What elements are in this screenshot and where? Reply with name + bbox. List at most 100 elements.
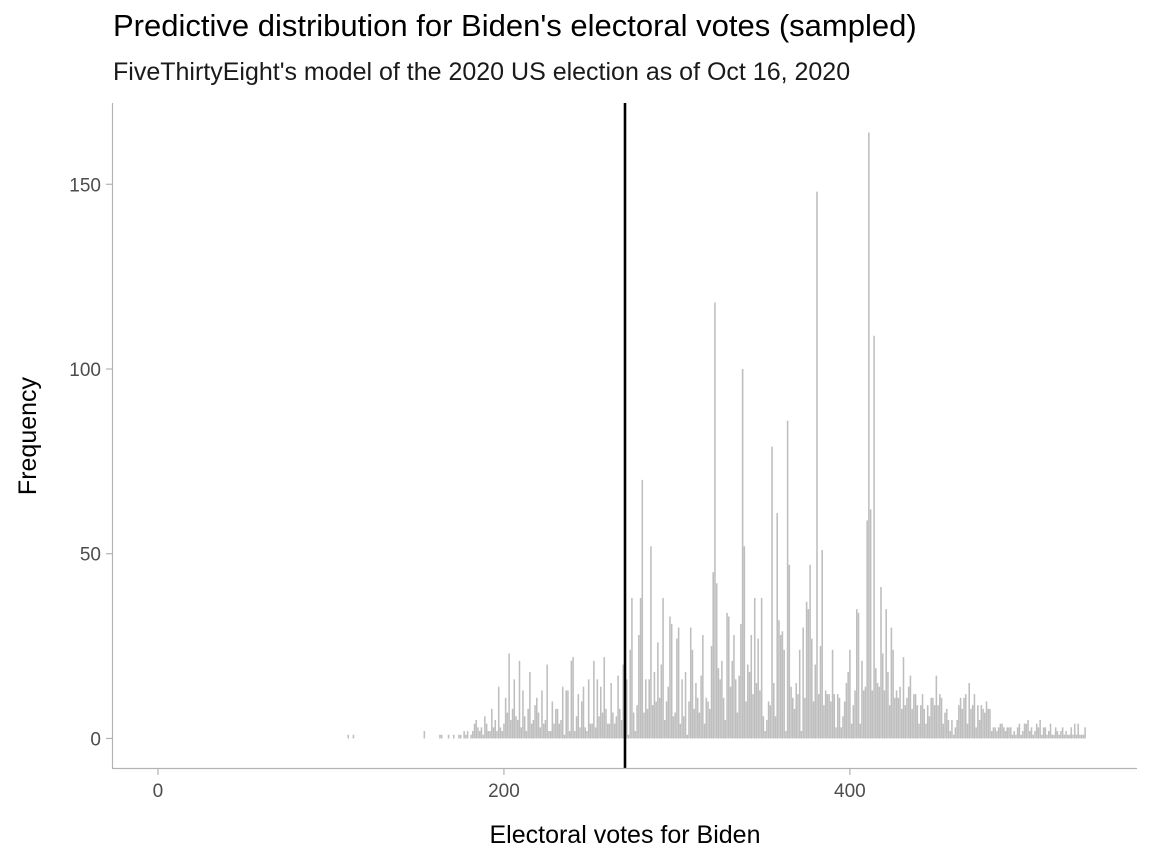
histogram-bar (785, 731, 787, 739)
histogram-bar (660, 664, 663, 739)
histogram-bar (764, 731, 766, 739)
histogram-bar (835, 727, 837, 739)
histogram-bar (982, 708, 984, 739)
histogram-bar (973, 694, 976, 739)
histogram-bar (594, 727, 597, 739)
histogram-bar (480, 727, 483, 739)
histogram-bar (734, 679, 737, 739)
histogram-bar (847, 671, 849, 739)
histogram-bar (1060, 731, 1062, 739)
histogram-bar (843, 701, 846, 739)
histogram-bar (596, 679, 599, 739)
histogram-bar (629, 649, 631, 739)
histogram-bar (887, 671, 889, 739)
histogram-bar (788, 564, 791, 739)
histogram-bar (1003, 727, 1005, 739)
histogram-bar (966, 723, 969, 739)
histogram-bar (570, 660, 573, 739)
histogram-bar (959, 697, 962, 739)
histogram-bar (489, 731, 491, 739)
histogram-bar (644, 679, 647, 739)
histogram-bar (1027, 719, 1029, 739)
histogram-bar (990, 731, 993, 739)
histogram-bar (842, 716, 844, 739)
histogram-bar (459, 734, 462, 739)
histogram-bar (608, 723, 611, 739)
histogram-bar (952, 734, 955, 739)
histogram-bar (1054, 727, 1057, 739)
histogram-bar (1079, 734, 1081, 739)
histogram-bar (909, 675, 912, 739)
histogram-bar (715, 583, 718, 739)
histogram-bar (565, 690, 567, 739)
histogram-bar (669, 616, 671, 739)
histogram-bar (347, 734, 350, 739)
histogram-bar (1082, 734, 1085, 739)
histogram-bar (605, 708, 607, 739)
histogram-bar (864, 686, 867, 739)
histogram-bar (522, 690, 524, 739)
histogram-bar (606, 723, 609, 739)
histogram-bar (625, 679, 628, 739)
histogram-bar (940, 697, 943, 739)
bars-layer (347, 132, 1086, 739)
histogram-bar (555, 708, 557, 739)
histogram-bar (729, 686, 732, 739)
histogram-bar (814, 664, 817, 739)
histogram-bar (684, 671, 687, 739)
histogram-bar (1013, 731, 1015, 739)
histogram-bar (465, 734, 467, 739)
histogram-bar (1067, 734, 1069, 739)
histogram-bar (828, 694, 830, 739)
histogram-bar (544, 719, 547, 739)
histogram-bar (579, 727, 581, 739)
histogram-bar (518, 660, 521, 739)
histogram-bar (1020, 734, 1022, 739)
histogram-bar (958, 705, 960, 739)
histogram-bar (1016, 727, 1019, 739)
histogram-bar (932, 697, 934, 739)
histogram-bar (560, 719, 562, 739)
histogram-bar (792, 697, 794, 739)
histogram-bar (980, 705, 983, 739)
histogram-bar (824, 690, 827, 739)
histogram-bar (1032, 734, 1034, 739)
histogram-bar (520, 727, 522, 739)
histogram-bar (1028, 731, 1031, 739)
histogram-bar (914, 694, 917, 739)
histogram-bar (807, 609, 810, 739)
histogram-bar (894, 697, 896, 739)
histogram-bar (708, 708, 711, 739)
histogram-bar (603, 657, 606, 739)
histogram-bar (987, 708, 990, 739)
histogram-bar (551, 701, 554, 739)
histogram-bar (1001, 723, 1003, 739)
histogram-bar (577, 694, 580, 739)
x-axis-title: Electoral votes for Biden (490, 821, 761, 849)
y-tick-label: 100 (69, 360, 101, 381)
histogram-bar (849, 649, 851, 739)
histogram-bar (492, 727, 495, 739)
histogram-bar (875, 668, 877, 739)
histogram-bar (892, 649, 894, 739)
histogram-bar (881, 653, 884, 739)
histogram-bar (586, 731, 588, 739)
histogram-bar (750, 635, 753, 739)
histogram-bar (913, 694, 915, 739)
histogram-bar (866, 520, 868, 739)
histogram-bar (688, 701, 690, 739)
histogram-bar (918, 723, 920, 739)
histogram-bar (728, 616, 730, 739)
histogram-bar (674, 712, 676, 739)
histogram-bar (510, 719, 512, 739)
histogram-bar (1039, 719, 1041, 739)
histogram-bar (589, 723, 592, 739)
histogram-bar (707, 701, 709, 739)
histogram-bar (911, 708, 913, 739)
histogram-bar (439, 734, 441, 739)
histogram-bar (850, 723, 853, 739)
histogram-bar (646, 708, 649, 739)
histogram-bar (783, 649, 785, 739)
histogram-bar (916, 705, 919, 739)
